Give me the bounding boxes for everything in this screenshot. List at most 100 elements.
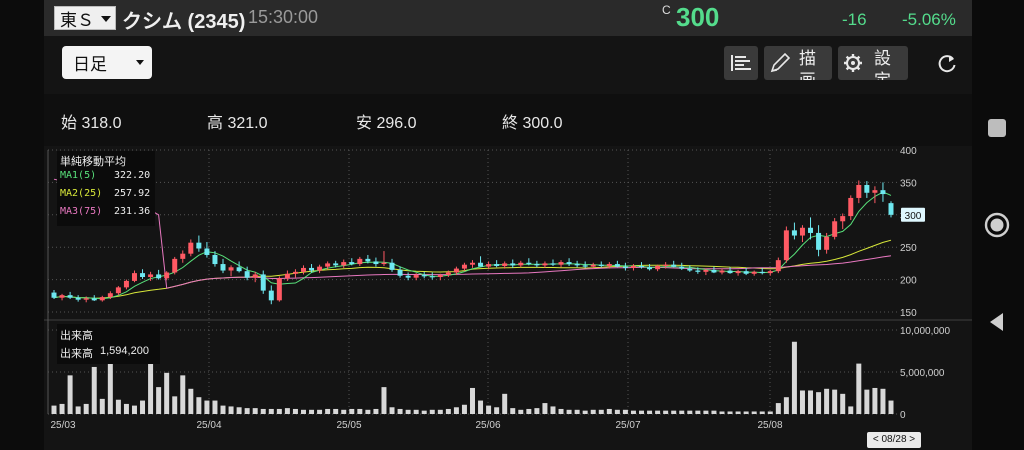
candle	[164, 272, 170, 279]
market-select[interactable]: 東Ｓ	[54, 6, 116, 30]
candle	[743, 271, 749, 274]
date-cursor-label[interactable]: < 08/28 >	[867, 432, 921, 448]
volume-bar	[558, 408, 564, 414]
candle	[51, 292, 57, 298]
volume-bar	[75, 406, 81, 414]
draw-button[interactable]: 描画	[764, 46, 832, 80]
candle	[268, 290, 274, 301]
candle	[888, 203, 894, 215]
current-price-tag-label: 300	[905, 211, 922, 222]
candle	[663, 264, 669, 266]
candle	[840, 216, 846, 222]
candle	[574, 264, 580, 266]
x-tick-label: 25/04	[196, 420, 221, 431]
volume-bar	[341, 409, 347, 414]
volume-bar	[494, 407, 500, 414]
candle	[832, 221, 838, 237]
x-tick-label: 25/03	[50, 420, 75, 431]
volume-bar	[397, 408, 403, 414]
candle	[848, 197, 854, 217]
candle	[437, 275, 443, 278]
price-mark: C	[662, 3, 671, 17]
volume-bar	[284, 408, 290, 414]
volume-legend-title: 出来高	[60, 330, 93, 342]
candle	[550, 263, 556, 265]
candle	[309, 267, 315, 271]
back-icon[interactable]	[987, 311, 1007, 333]
settings-button[interactable]: 設定	[838, 46, 908, 80]
volume-label: 出来高	[60, 348, 93, 360]
candle	[639, 265, 645, 268]
volume-bar	[325, 408, 331, 414]
volume-bar	[832, 389, 838, 414]
x-tick-label: 25/08	[757, 420, 782, 431]
candle	[566, 262, 572, 265]
ma1-line	[53, 191, 892, 300]
volume-bar	[783, 397, 789, 414]
candle	[759, 271, 765, 274]
volume-bar	[51, 405, 57, 414]
volume-bar	[268, 408, 274, 414]
candle	[148, 274, 154, 278]
ma1-label: MA1(5)	[60, 170, 97, 181]
candle	[115, 287, 121, 294]
high-value: 高 321.0	[207, 115, 268, 132]
volume-tick-label: 10,000,000	[900, 326, 950, 337]
volume-bar	[880, 388, 886, 414]
candle	[478, 262, 484, 267]
recent-apps-icon[interactable]	[988, 119, 1006, 137]
candle	[719, 270, 725, 273]
candle	[172, 258, 178, 273]
volume-bar	[180, 375, 186, 414]
candle	[397, 269, 403, 276]
x-tick-label: 25/07	[615, 420, 640, 431]
candle	[622, 266, 628, 268]
ma3-line	[53, 178, 892, 289]
candle	[83, 298, 89, 300]
volume-bar	[373, 408, 379, 414]
volume-bar	[856, 363, 862, 414]
candle	[470, 262, 475, 265]
volume-bar	[888, 400, 894, 414]
candle	[413, 275, 419, 278]
volume-bar	[840, 393, 846, 414]
volume-bar	[107, 358, 113, 414]
close-value: 終 300.0	[502, 115, 563, 132]
candle	[325, 263, 331, 267]
volume-bar	[775, 403, 781, 414]
volume-bar	[486, 405, 492, 414]
candle	[373, 261, 379, 265]
price-change-percent: -5.06%	[902, 10, 956, 29]
volume-bar	[663, 410, 669, 414]
header-bar	[44, 0, 972, 36]
volume-bar	[365, 409, 371, 414]
volume-bar	[630, 410, 636, 414]
volume-bar	[695, 410, 701, 414]
candle	[647, 267, 653, 270]
period-select[interactable]: 日足	[62, 46, 152, 79]
candle	[542, 263, 548, 266]
current-price-tag	[901, 207, 925, 222]
candle	[107, 293, 113, 298]
volume-bar	[550, 406, 556, 414]
volume-bar	[220, 405, 226, 414]
volume-value: 1,594,200	[100, 345, 149, 357]
indicator-list-button[interactable]	[724, 46, 758, 80]
volume-bar	[582, 410, 588, 414]
volume-bar	[647, 410, 653, 414]
volume-bar	[655, 410, 661, 414]
candle	[687, 268, 693, 271]
refresh-icon[interactable]	[936, 52, 958, 74]
candle	[751, 271, 757, 274]
ma-legend: 単純移動平均 MA1(5) 322.20 MA2(25) 257.92 MA3(…	[57, 151, 155, 226]
volume-bar	[791, 341, 797, 414]
candle	[494, 264, 500, 266]
volume-bar	[196, 397, 202, 414]
candle	[260, 274, 266, 291]
volume-bar	[816, 392, 822, 414]
volume-bar	[349, 408, 355, 414]
volume-bar	[115, 399, 121, 414]
volume-bar	[574, 409, 580, 414]
home-icon[interactable]	[983, 211, 1011, 239]
